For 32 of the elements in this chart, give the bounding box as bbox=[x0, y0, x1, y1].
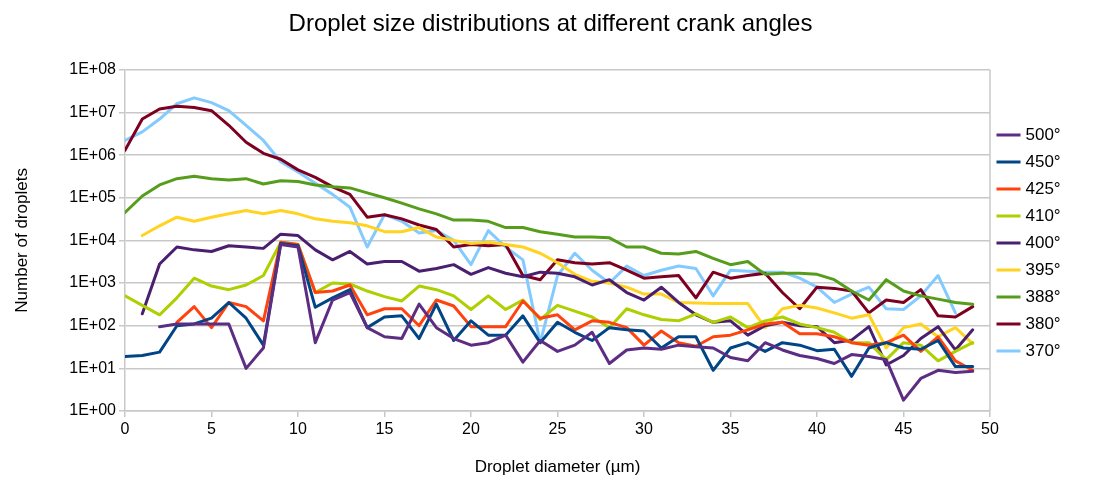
x-tick-label: 0 bbox=[120, 420, 130, 438]
legend-label: 400° bbox=[1025, 232, 1061, 252]
x-tick-label: 25 bbox=[548, 420, 567, 438]
y-tick-label: 1E+06 bbox=[69, 145, 117, 163]
x-tick-label: 35 bbox=[721, 420, 740, 438]
chart-title: Droplet size distributions at different crank angles bbox=[288, 9, 813, 37]
y-tick-label: 1E+03 bbox=[69, 273, 117, 291]
x-axis-title: Droplet diameter (µm) bbox=[474, 457, 641, 477]
x-tick-label: 5 bbox=[207, 420, 217, 438]
legend-label: 370° bbox=[1025, 340, 1061, 360]
y-tick-label: 1E+02 bbox=[69, 316, 117, 334]
x-tick-label: 45 bbox=[894, 420, 913, 438]
legend-label: 388° bbox=[1025, 286, 1061, 306]
legend-label: 380° bbox=[1025, 313, 1061, 333]
y-axis-title: Number of droplets bbox=[11, 168, 31, 313]
x-tick-label: 10 bbox=[289, 420, 307, 438]
legend-label: 425° bbox=[1025, 178, 1061, 198]
y-tick-label: 1E+07 bbox=[69, 102, 117, 120]
y-tick-label: 1E+00 bbox=[69, 401, 117, 419]
y-tick-label: 1E+08 bbox=[69, 60, 117, 78]
legend-label: 395° bbox=[1025, 259, 1061, 279]
legend-label: 410° bbox=[1025, 205, 1061, 225]
x-tick-label: 15 bbox=[375, 420, 394, 438]
y-tick-label: 1E+01 bbox=[69, 358, 117, 376]
x-tick-label: 20 bbox=[462, 420, 480, 438]
y-tick-label: 1E+05 bbox=[69, 188, 117, 206]
legend-label: 450° bbox=[1025, 151, 1061, 171]
x-tick-label: 50 bbox=[981, 420, 999, 438]
legend-label: 500° bbox=[1025, 124, 1061, 144]
y-tick-label: 1E+04 bbox=[69, 230, 117, 248]
x-tick-label: 30 bbox=[635, 420, 653, 438]
x-tick-label: 40 bbox=[808, 420, 826, 438]
